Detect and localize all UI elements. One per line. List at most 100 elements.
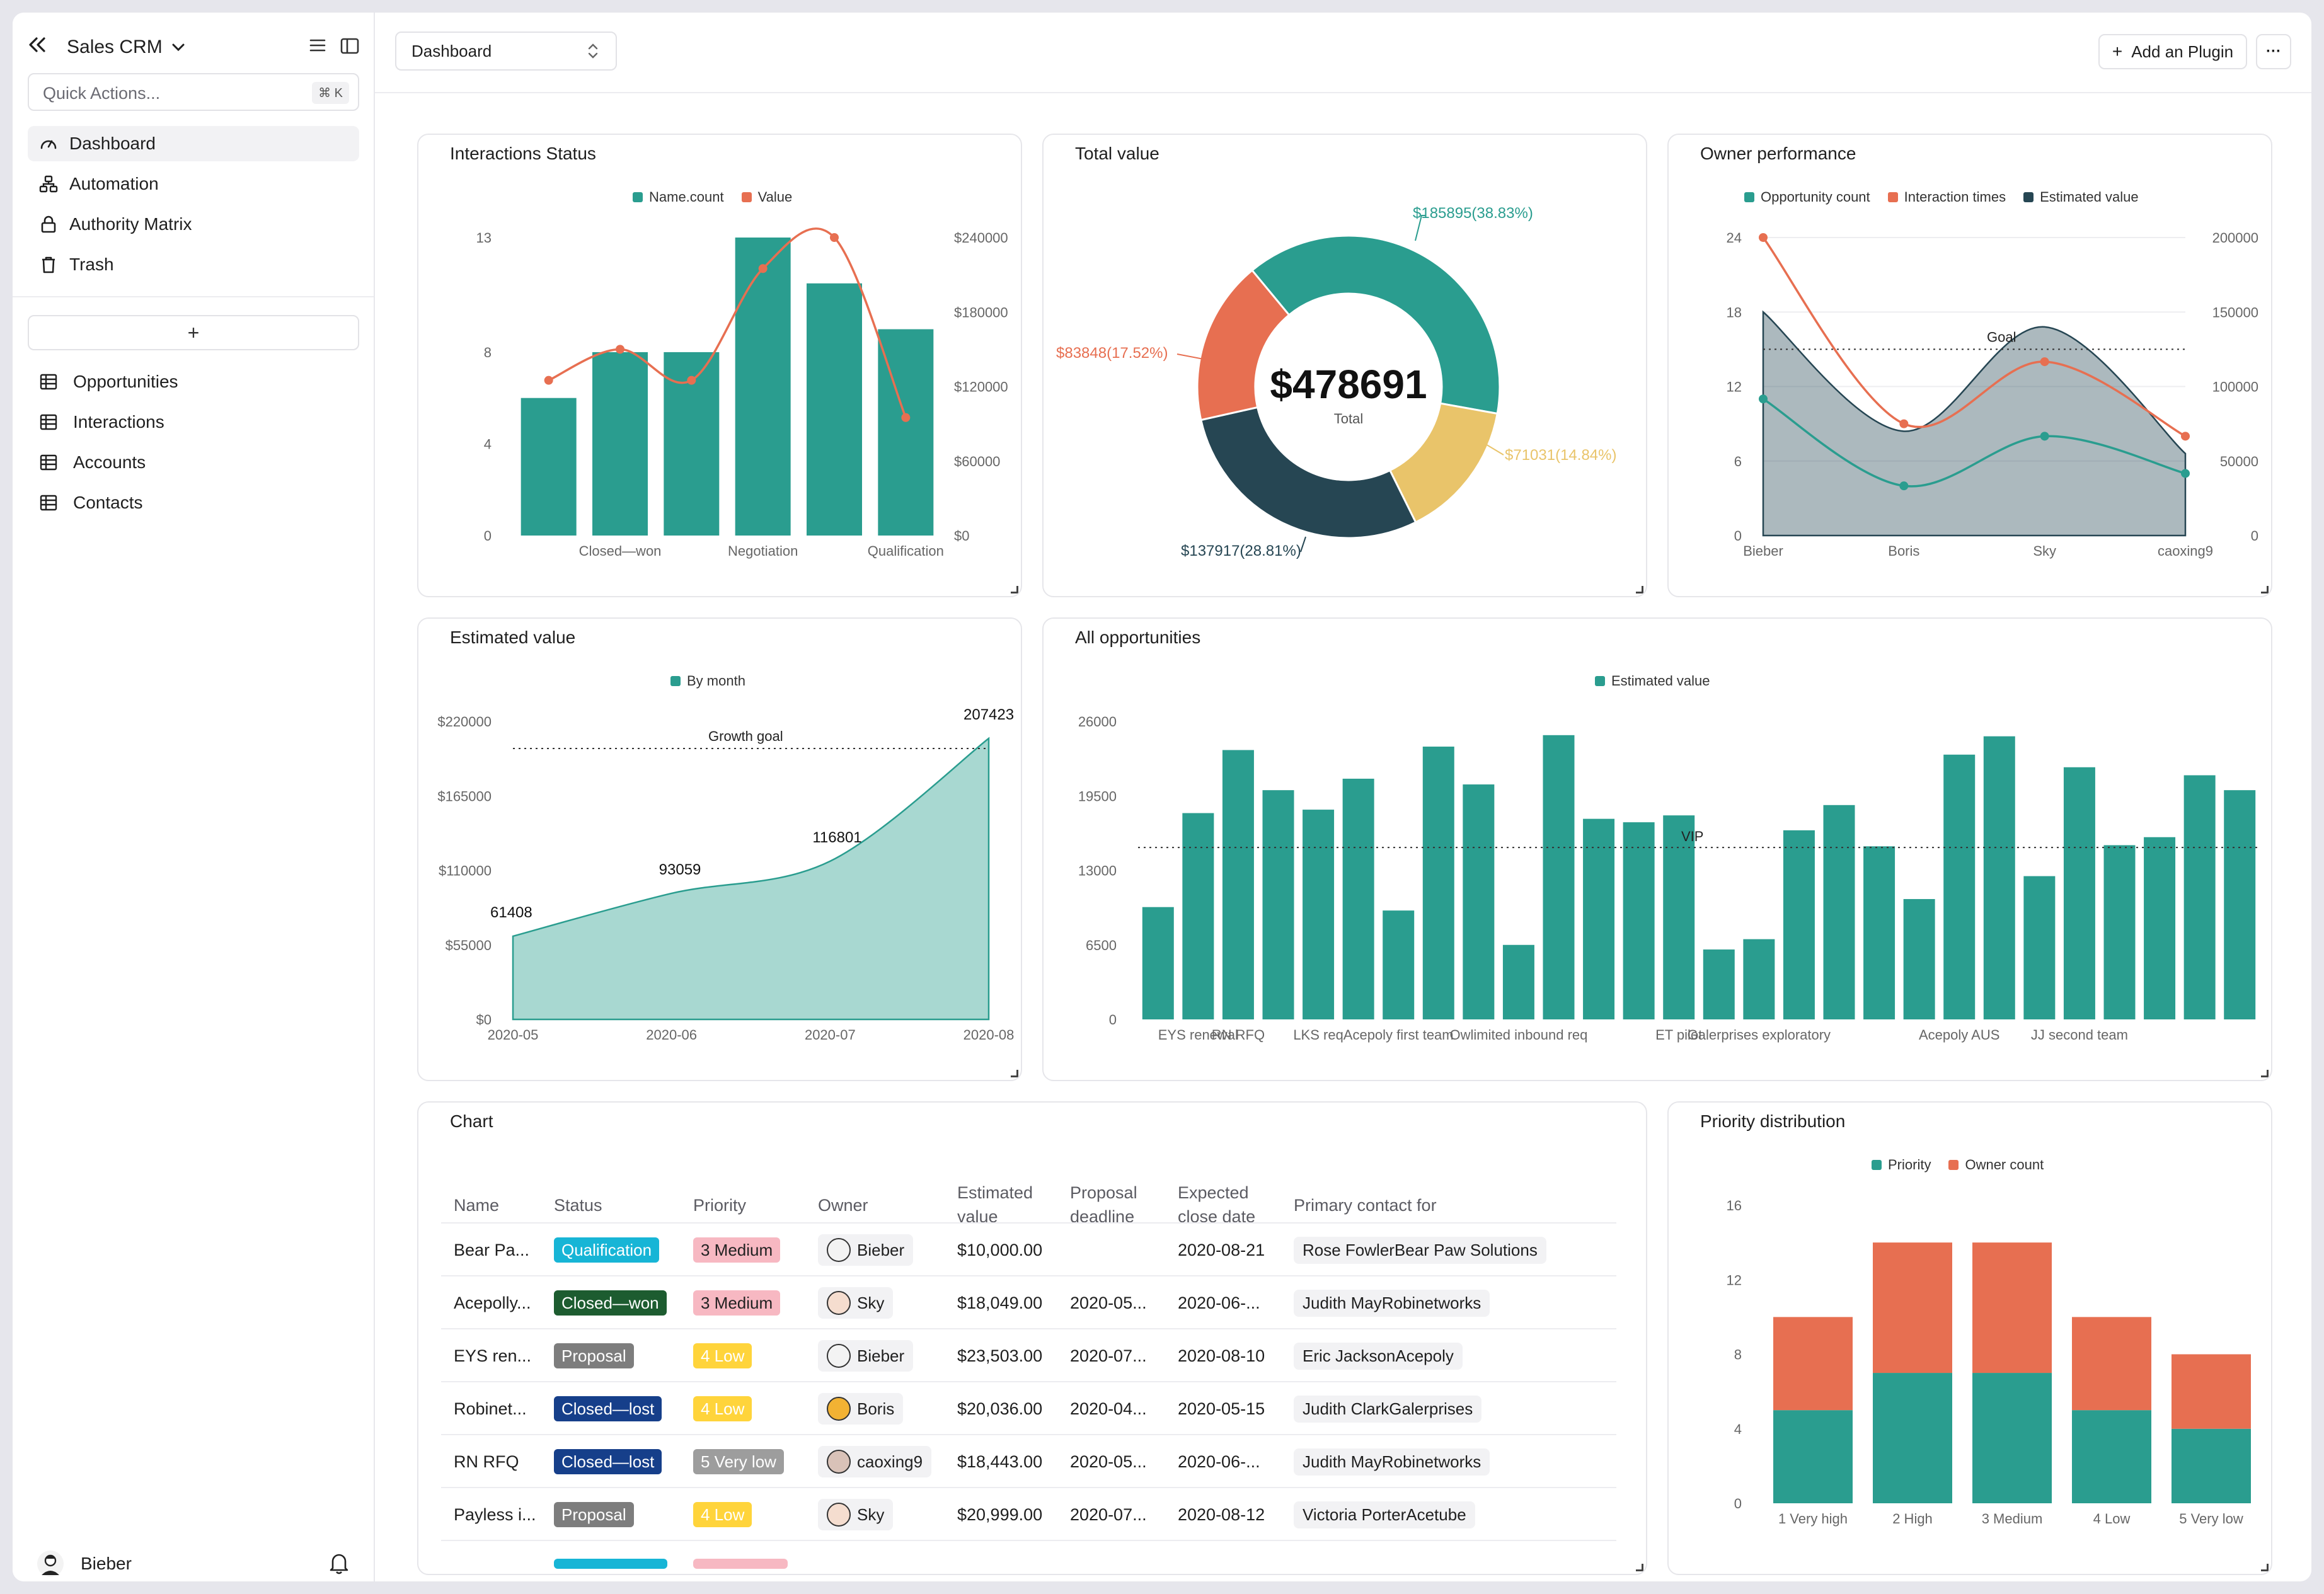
y-tick-label: 19500 xyxy=(1078,788,1117,804)
sidebar-item-authority-matrix[interactable]: Authority Matrix xyxy=(28,207,359,242)
bar-segment xyxy=(2172,1428,2251,1503)
resize-handle[interactable] xyxy=(1011,586,1018,593)
shortcut-badge: ⌘ K xyxy=(312,82,349,104)
column-header-expected-close-date[interactable]: Expected close date xyxy=(1178,1181,1255,1229)
owner-chip[interactable]: Sky xyxy=(818,1287,894,1319)
contact-chip[interactable]: Victoria PorterAcetube xyxy=(1294,1501,1475,1528)
legend-item[interactable]: Opportunity count xyxy=(1744,189,1870,205)
y-tick-label: 8 xyxy=(484,345,492,360)
owner-chip[interactable]: Bieber xyxy=(818,1340,914,1372)
table-row[interactable]: RN RFQ Closed—lost 5 Very low caoxing9 $18,4… xyxy=(441,1434,1616,1487)
sidebar-item-label: Accounts xyxy=(73,452,146,472)
leader-line xyxy=(1176,353,1204,360)
sidebar: Sales CRM Quick Actions... ⌘ K Dashboard… xyxy=(13,13,375,1581)
owner-name: Bieber xyxy=(857,1346,905,1365)
x-tick-label: LKS req xyxy=(1293,1027,1343,1043)
column-header-owner[interactable]: Owner xyxy=(818,1196,868,1215)
resize-handle[interactable] xyxy=(1011,1070,1018,1077)
owner-chip[interactable]: Boris xyxy=(818,1393,904,1425)
resize-handle[interactable] xyxy=(1636,1564,1643,1571)
notifications-button[interactable] xyxy=(328,1551,350,1575)
legend-item[interactable]: Value xyxy=(741,189,792,205)
table-row[interactable]: Payless i... Proposal 4 Low Sky $20,999.00 20… xyxy=(441,1487,1616,1540)
owner-chip[interactable]: Sky xyxy=(818,1499,894,1530)
sidebar-item-trash[interactable]: Trash xyxy=(28,247,359,282)
sidebar-item-label: Dashboard xyxy=(69,134,156,153)
legend-item[interactable]: Owner count xyxy=(1948,1157,2044,1173)
panel-toggle-button[interactable] xyxy=(340,38,359,54)
sidebar-item-dashboard[interactable]: Dashboard xyxy=(28,126,359,161)
column-header-priority[interactable]: Priority xyxy=(693,1196,747,1215)
x-tick-label: Boris xyxy=(1888,543,1919,559)
cell-name: RN RFQ xyxy=(454,1452,519,1471)
cell-name: Acepolly... xyxy=(454,1293,531,1312)
owner-chip[interactable]: Bieber xyxy=(818,1234,914,1266)
cell-proposal-deadline: 2020-04... xyxy=(1070,1399,1147,1418)
view-select[interactable]: Dashboard xyxy=(395,32,617,71)
quick-actions-input[interactable]: Quick Actions... ⌘ K xyxy=(28,73,359,111)
avatar xyxy=(827,1291,851,1315)
y-tick-label: $220000 xyxy=(437,714,492,730)
contact-chip[interactable]: Eric JacksonAcepoly xyxy=(1294,1342,1463,1370)
x-tick-label: Bieber xyxy=(1743,543,1783,559)
contact-chip[interactable]: Judith MayRobinetworks xyxy=(1294,1289,1490,1317)
user-profile[interactable]: Bieber xyxy=(37,1550,132,1578)
sidebar-divider xyxy=(13,296,374,297)
legend-item[interactable]: Estimated value xyxy=(2023,189,2139,205)
more-options-button[interactable]: ··· xyxy=(2256,34,2291,69)
bar xyxy=(592,352,648,536)
y-tick-label: 13 xyxy=(476,230,492,246)
owner-name: Sky xyxy=(857,1505,885,1524)
contact-chip[interactable]: Judith ClarkGalerprises xyxy=(1294,1395,1482,1423)
add-table-button[interactable]: + xyxy=(28,315,359,350)
table-row[interactable]: Bear Pa... Qualification 3 Medium Bieber $10… xyxy=(441,1222,1616,1275)
x-tick-label: 2020-05 xyxy=(488,1027,539,1043)
legend-item[interactable]: Interaction times xyxy=(1887,189,2006,205)
status-badge: Closed—lost xyxy=(554,1449,662,1474)
data-point xyxy=(544,376,553,385)
resize-handle[interactable] xyxy=(2261,1564,2269,1571)
table-icon xyxy=(40,454,57,471)
sidebar-item-interactions[interactable]: Interactions xyxy=(28,404,359,440)
table-row[interactable]: EYS ren... Proposal 4 Low Bieber $23,503.00 2… xyxy=(441,1328,1616,1381)
legend-item[interactable]: Estimated value xyxy=(1595,673,1710,689)
contact-chip[interactable]: Rose FowlerBear Paw Solutions xyxy=(1294,1236,1546,1264)
column-header-status[interactable]: Status xyxy=(554,1196,602,1215)
y2-tick-label: 200000 xyxy=(2212,230,2258,246)
cell-estimated-value: $20,036.00 xyxy=(957,1399,1043,1418)
y-tick-label: 18 xyxy=(1727,304,1742,320)
workspace-switcher[interactable]: Sales CRM xyxy=(67,37,185,58)
table-row[interactable] xyxy=(441,1540,1616,1569)
sidebar-item-opportunities[interactable]: Opportunities xyxy=(28,364,359,399)
column-header-name[interactable]: Name xyxy=(454,1196,500,1215)
data-point xyxy=(2040,357,2049,367)
legend-label: Estimated value xyxy=(1611,673,1710,689)
sidebar-item-label: Opportunities xyxy=(73,372,178,391)
resize-handle[interactable] xyxy=(2261,1070,2269,1077)
sidebar-item-automation[interactable]: Automation xyxy=(28,166,359,202)
owner-chip[interactable]: caoxing9 xyxy=(818,1446,932,1477)
data-point xyxy=(2181,469,2190,478)
sidebar-item-label: Interactions xyxy=(73,412,164,432)
legend-item[interactable]: By month xyxy=(670,673,745,689)
x-tick-label: JJ second team xyxy=(2031,1027,2128,1043)
sidebar-item-contacts[interactable]: Contacts xyxy=(28,485,359,520)
table-row[interactable]: Acepolly... Closed—won 3 Medium Sky $18,049.… xyxy=(441,1275,1616,1328)
legend-item[interactable]: Priority xyxy=(1872,1157,1931,1173)
add-plugin-button[interactable]: + Add an Plugin xyxy=(2098,34,2247,69)
collapse-sidebar-button[interactable] xyxy=(28,37,48,53)
sidebar-item-accounts[interactable]: Accounts xyxy=(28,445,359,480)
resize-handle[interactable] xyxy=(1636,586,1643,593)
contact-chip[interactable]: Judith MayRobinetworks xyxy=(1294,1448,1490,1476)
bar xyxy=(2183,775,2216,1019)
table-row[interactable]: Robinet... Closed—lost 4 Low Boris $20,036.0… xyxy=(441,1381,1616,1434)
resize-handle[interactable] xyxy=(2261,586,2269,593)
workspace-title: Sales CRM xyxy=(67,37,163,57)
double-chevron-left-icon xyxy=(29,37,45,52)
menu-button[interactable] xyxy=(309,38,326,53)
data-point xyxy=(2181,432,2190,441)
legend-item[interactable]: Name.count xyxy=(633,189,724,205)
column-header-proposal-deadline[interactable]: Proposal deadline xyxy=(1070,1181,1137,1229)
column-header-estimated-value[interactable]: Estimated value xyxy=(957,1181,1033,1229)
column-header-primary-contact[interactable]: Primary contact for xyxy=(1294,1196,1437,1215)
